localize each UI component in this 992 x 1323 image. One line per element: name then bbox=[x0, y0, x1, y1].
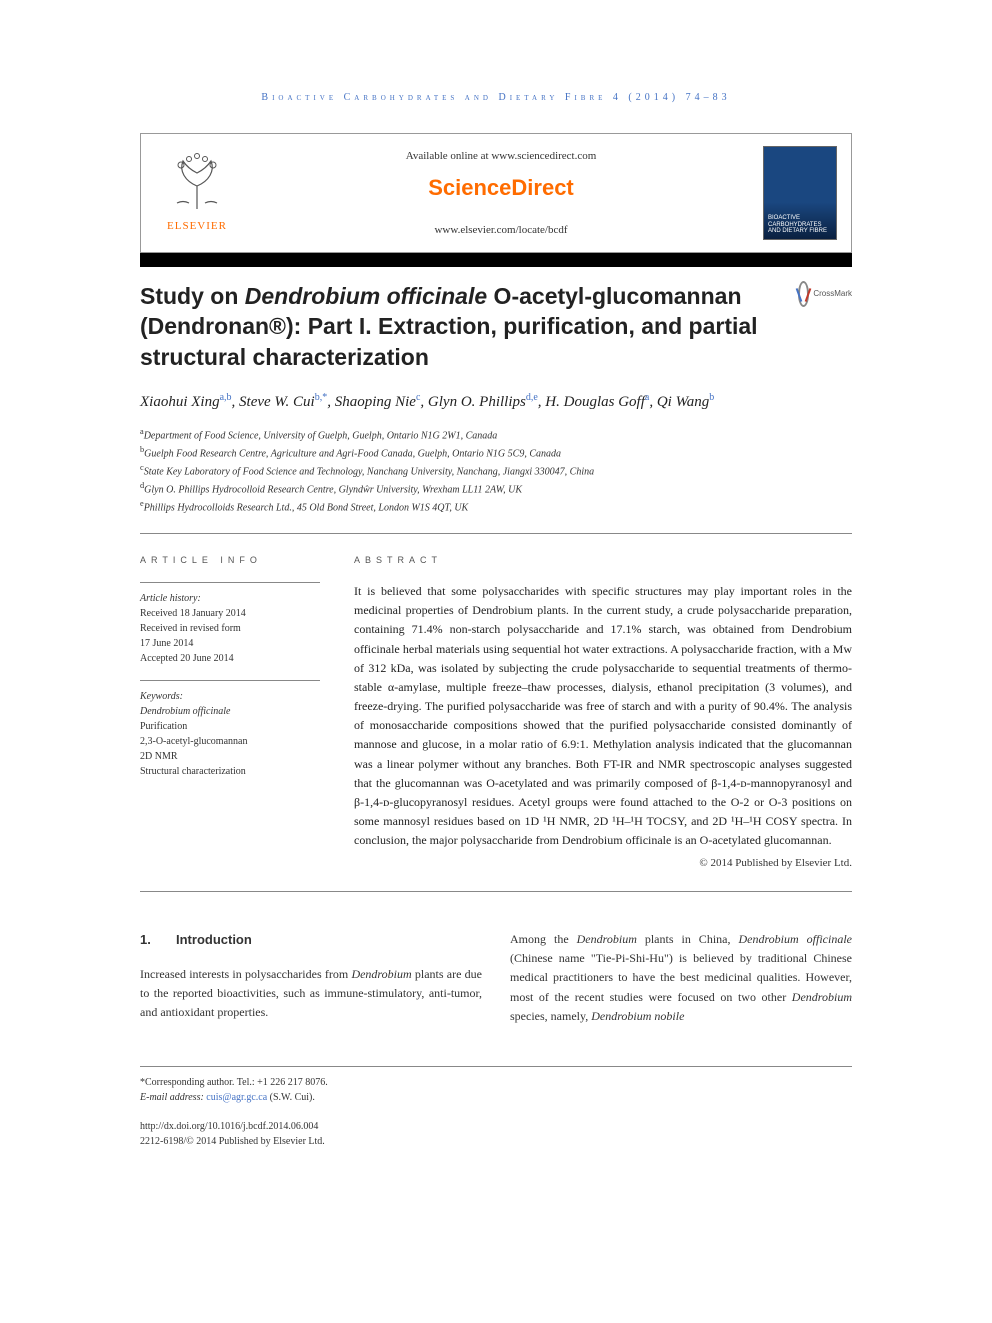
journal-cover-thumbnail: BIOACTIVE CARBOHYDRATES AND DIETARY FIBR… bbox=[763, 146, 837, 240]
article-title: Study on Dendrobium officinale O-acetyl-… bbox=[140, 281, 782, 372]
keyword-line: 2D NMR bbox=[140, 749, 320, 764]
article-history-group: Article history: Received 18 January 201… bbox=[140, 582, 320, 666]
keyword-line: Purification bbox=[140, 719, 320, 734]
section-1-heading: 1.Introduction bbox=[140, 930, 482, 951]
crossmark-label: CrossMark bbox=[813, 288, 852, 300]
article-history-label: Article history: bbox=[140, 591, 320, 606]
elsevier-wordmark: ELSEVIER bbox=[167, 218, 227, 235]
corresponding-author: *Corresponding author. Tel.: +1 226 217 … bbox=[140, 1075, 852, 1090]
author-list: Xiaohui Xinga,b, Steve W. Cuib,*, Shaopi… bbox=[140, 390, 852, 414]
running-header: Bioactive Carbohydrates and Dietary Fibr… bbox=[140, 90, 852, 105]
history-line: Received 18 January 2014 bbox=[140, 606, 320, 621]
affiliations: aDepartment of Food Science, University … bbox=[140, 426, 852, 515]
keywords-group: Keywords: Dendrobium officinalePurificat… bbox=[140, 680, 320, 779]
masthead: ELSEVIER Available online at www.science… bbox=[140, 133, 852, 253]
email-suffix: (S.W. Cui). bbox=[270, 1092, 315, 1103]
body-col-left: 1.Introduction Increased interests in po… bbox=[140, 930, 482, 1026]
abstract-column: abstract It is believed that some polysa… bbox=[354, 554, 852, 871]
body-columns: 1.Introduction Increased interests in po… bbox=[140, 930, 852, 1026]
sciencedirect-brand[interactable]: ScienceDirect bbox=[257, 171, 745, 204]
crossmark-badge[interactable]: CrossMark bbox=[798, 281, 852, 307]
article-info-column: article info Article history: Received 1… bbox=[140, 554, 320, 871]
email-label: E-mail address: bbox=[140, 1092, 204, 1103]
title-pre: Study on bbox=[140, 283, 245, 309]
history-line: Accepted 20 June 2014 bbox=[140, 651, 320, 666]
title-species: Dendrobium officinale bbox=[245, 283, 487, 309]
abstract-text: It is believed that some polysaccharides… bbox=[354, 582, 852, 851]
journal-cover-title: BIOACTIVE CARBOHYDRATES AND DIETARY FIBR… bbox=[768, 215, 832, 235]
intro-para-left: Increased interests in polysaccharides f… bbox=[140, 965, 482, 1023]
email-line: E-mail address: cuis@agr.gc.ca (S.W. Cui… bbox=[140, 1090, 852, 1105]
abstract-copyright: © 2014 Published by Elsevier Ltd. bbox=[354, 855, 852, 872]
available-online-text: Available online at www.sciencedirect.co… bbox=[257, 148, 745, 165]
history-line: 17 June 2014 bbox=[140, 636, 320, 651]
article-info-heading: article info bbox=[140, 554, 320, 568]
section-1-number: 1. bbox=[140, 930, 176, 951]
masthead-center: Available online at www.sciencedirect.co… bbox=[257, 148, 745, 238]
elsevier-logo: ELSEVIER bbox=[155, 151, 239, 235]
rule-top bbox=[140, 533, 852, 534]
info-abstract-row: article info Article history: Received 1… bbox=[140, 554, 852, 871]
issn-line: 2212-6198/© 2014 Published by Elsevier L… bbox=[140, 1134, 852, 1149]
title-separator-bar bbox=[140, 253, 852, 267]
keyword-line: Structural characterization bbox=[140, 764, 320, 779]
keywords-label: Keywords: bbox=[140, 689, 320, 704]
journal-url[interactable]: www.elsevier.com/locate/bcdf bbox=[257, 222, 745, 239]
keyword-line: Dendrobium officinale bbox=[140, 704, 320, 719]
doi-line[interactable]: http://dx.doi.org/10.1016/j.bcdf.2014.06… bbox=[140, 1119, 852, 1134]
section-1-title: Introduction bbox=[176, 932, 252, 947]
title-block: Study on Dendrobium officinale O-acetyl-… bbox=[140, 281, 852, 372]
intro-para-right: Among the Dendrobium plants in China, De… bbox=[510, 930, 852, 1026]
crossmark-icon bbox=[798, 281, 809, 307]
corresponding-email-link[interactable]: cuis@agr.gc.ca bbox=[206, 1092, 267, 1103]
history-line: Received in revised form bbox=[140, 621, 320, 636]
rule-bottom bbox=[140, 891, 852, 892]
keyword-line: 2,3-O-acetyl-glucomannan bbox=[140, 734, 320, 749]
footer-block: *Corresponding author. Tel.: +1 226 217 … bbox=[140, 1066, 852, 1149]
abstract-heading: abstract bbox=[354, 554, 852, 568]
body-col-right: Among the Dendrobium plants in China, De… bbox=[510, 930, 852, 1026]
elsevier-tree-icon bbox=[165, 151, 229, 215]
